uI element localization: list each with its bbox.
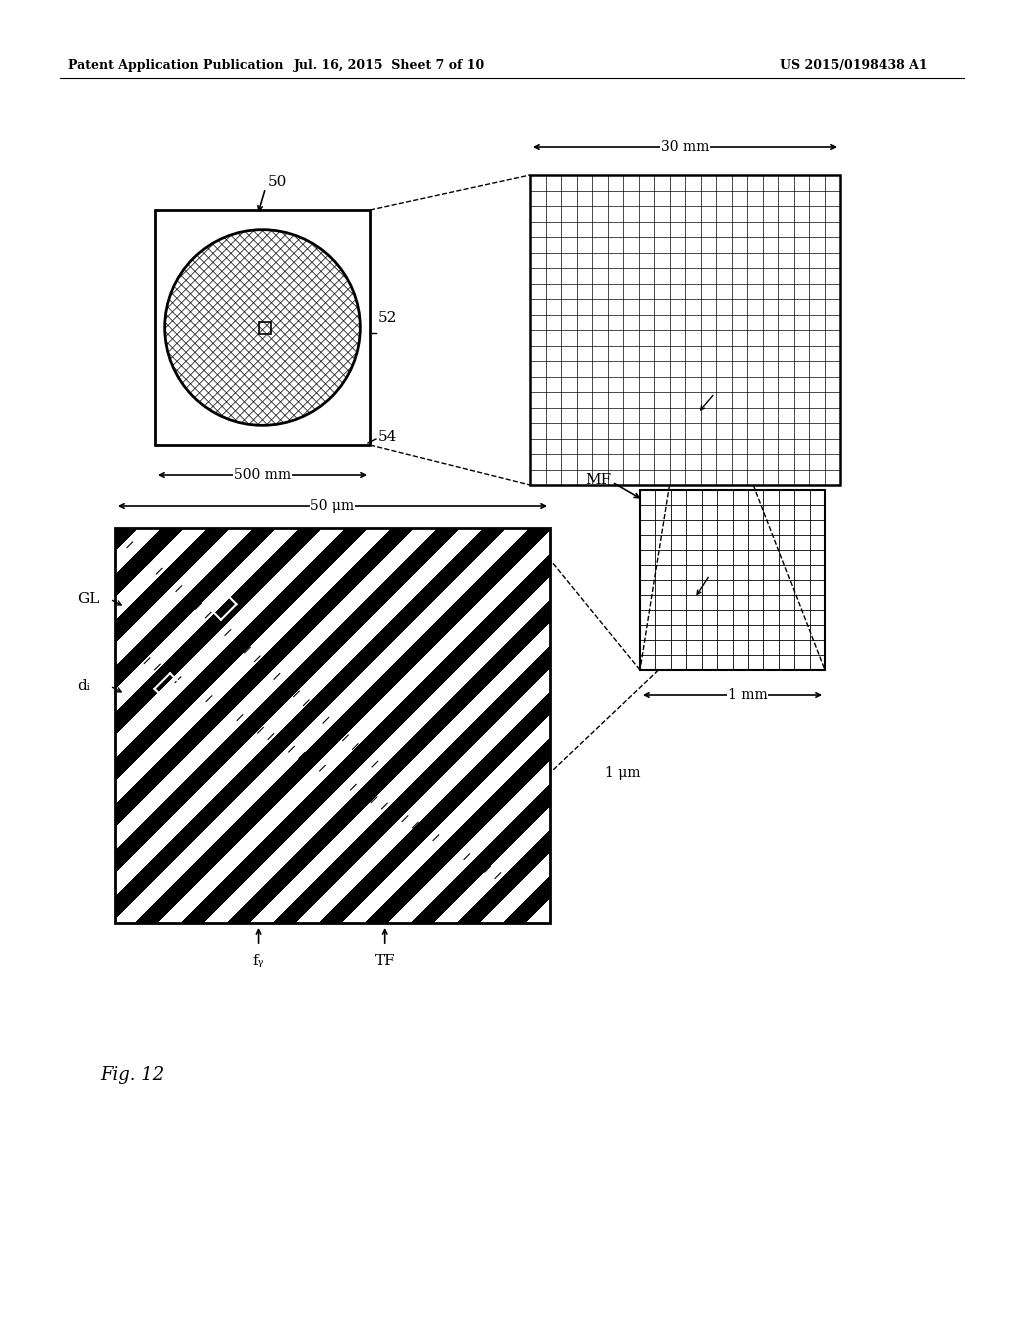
Text: 500 mm: 500 mm bbox=[233, 469, 291, 482]
Text: dᵢ: dᵢ bbox=[77, 678, 90, 693]
Bar bbox=[640, 490, 825, 671]
Text: Jul. 16, 2015  Sheet 7 of 10: Jul. 16, 2015 Sheet 7 of 10 bbox=[294, 58, 485, 71]
Text: fᵧ: fᵧ bbox=[253, 954, 264, 968]
Text: 52: 52 bbox=[378, 310, 397, 325]
Text: 1 μm: 1 μm bbox=[605, 766, 640, 780]
Bar bbox=[115, 528, 550, 923]
Text: Patent Application Publication: Patent Application Publication bbox=[68, 58, 284, 71]
Text: Fig. 12: Fig. 12 bbox=[100, 1067, 164, 1084]
Text: 50: 50 bbox=[267, 176, 287, 189]
Text: US 2015/0198438 A1: US 2015/0198438 A1 bbox=[780, 58, 928, 71]
Text: 1 mm: 1 mm bbox=[728, 688, 767, 702]
Bar bbox=[530, 176, 840, 484]
Text: 30 mm: 30 mm bbox=[660, 140, 710, 154]
Text: 50 μm: 50 μm bbox=[310, 499, 354, 513]
Text: GL: GL bbox=[77, 593, 99, 606]
Text: TF: TF bbox=[375, 954, 395, 968]
Text: MF: MF bbox=[585, 473, 611, 487]
Bar bbox=[155, 210, 370, 445]
Bar bbox=[258, 322, 270, 334]
Text: 54: 54 bbox=[378, 430, 397, 444]
